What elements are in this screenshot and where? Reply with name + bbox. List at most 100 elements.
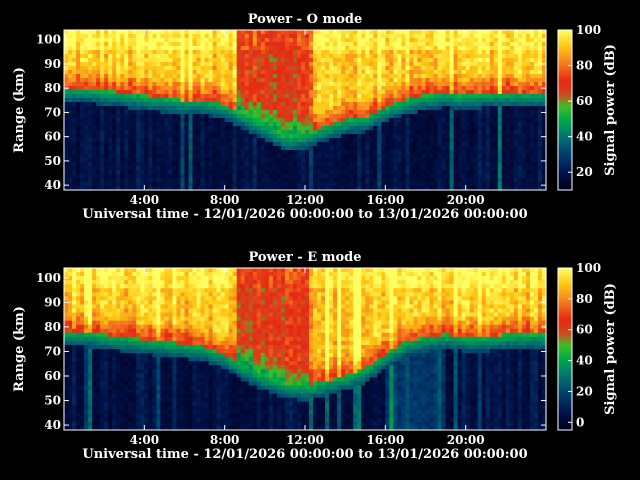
colorbar-segment: [558, 284, 572, 288]
colorbar-segment: [558, 80, 572, 84]
colorbar-tick-label: 80: [576, 59, 593, 73]
colorbar-segment: [558, 289, 572, 293]
colorbar-segment: [558, 300, 572, 304]
colorbar-segment: [558, 43, 572, 47]
colorbar-segment: [558, 411, 572, 415]
colorbar-segment: [558, 354, 572, 358]
heatmap-image: [64, 268, 547, 431]
colorbar-segment: [558, 128, 572, 132]
colorbar-segment: [558, 281, 572, 285]
colorbar-segment: [558, 389, 572, 393]
colorbar-segment: [558, 102, 572, 106]
colorbar-segment: [558, 147, 572, 151]
x-tick-label: 8:00: [210, 433, 239, 447]
colorbar-segment: [558, 386, 572, 391]
colorbar-segment: [558, 30, 572, 34]
colorbar-tick-label: 80: [576, 292, 593, 306]
x-tick-label: 12:00: [286, 433, 324, 447]
colorbar-segment: [558, 292, 572, 296]
colorbar-tick-label: 20: [576, 384, 593, 398]
colorbar-segment: [558, 416, 572, 420]
y-axis-label: Range (km): [12, 67, 27, 153]
y-tick-label: 70: [44, 105, 61, 119]
y-tick-label: 100: [36, 33, 61, 47]
colorbar-segment: [558, 166, 572, 170]
colorbar-segment: [558, 365, 572, 369]
colorbar-segment: [558, 171, 572, 175]
colorbar-segment: [558, 319, 572, 323]
panel-title: Power - E mode: [248, 250, 361, 265]
colorbar-segment: [558, 59, 572, 63]
colorbar-segment: [558, 40, 572, 44]
colorbar-segment: [558, 392, 572, 396]
colorbar-segment: [558, 48, 572, 52]
colorbar-segment: [558, 104, 572, 108]
colorbar-segment: [558, 384, 572, 388]
colorbar-segment: [558, 115, 572, 119]
colorbar-tick-label: 20: [576, 165, 593, 179]
colorbar-segment: [558, 327, 572, 331]
x-tick-label: 16:00: [366, 433, 404, 447]
colorbar-segment: [558, 273, 572, 277]
colorbar-segment: [558, 376, 572, 380]
colorbar-segment: [558, 338, 572, 342]
y-tick-label: 60: [44, 369, 61, 383]
colorbar-segment: [558, 168, 572, 172]
colorbar-segment: [558, 313, 572, 318]
colorbar-segment: [558, 123, 572, 127]
colorbar-label: Signal power (dB): [603, 283, 618, 415]
colorbar-segment: [558, 67, 572, 71]
colorbar-segment: [558, 72, 572, 76]
colorbar-segment: [558, 270, 572, 274]
colorbar-segment: [558, 427, 572, 431]
colorbar-segment: [558, 403, 572, 407]
x-tick-label: 4:00: [130, 433, 159, 447]
colorbar-segment: [558, 373, 572, 377]
colorbar-segment: [558, 38, 572, 42]
y-tick-label: 80: [44, 81, 61, 95]
colorbar-tick-label: 100: [576, 261, 601, 275]
panel-2: Power - E mode 40 50 60 70 80 90 100 4:00 8:00 12:…: [12, 250, 618, 462]
colorbar-segment: [558, 131, 572, 135]
colorbar-segment: [558, 83, 572, 87]
colorbar-segment: [558, 330, 572, 334]
colorbar-segment: [558, 32, 572, 36]
colorbar-segment: [558, 75, 572, 79]
colorbar-segment: [558, 413, 572, 418]
colorbar-segment: [558, 176, 572, 180]
colorbar-segment: [558, 370, 572, 374]
colorbar-segment: [558, 86, 572, 90]
colorbar-segment: [558, 424, 572, 428]
colorbar-segment: [558, 378, 572, 382]
colorbar-segment: [558, 340, 572, 345]
colorbar-segment: [558, 134, 572, 138]
colorbar-tick-label: 40: [576, 130, 593, 144]
colorbar-tick-label: 100: [576, 23, 601, 37]
y-tick-label: 60: [44, 130, 61, 144]
colorbar-segment: [558, 278, 572, 283]
colorbar-segment: [558, 322, 572, 326]
colorbar-segment: [558, 316, 572, 320]
colorbar-segment: [558, 126, 572, 130]
colorbar-segment: [558, 343, 572, 347]
colorbar-segment: [558, 158, 572, 162]
y-tick-label: 90: [44, 295, 61, 309]
colorbar-segment: [558, 174, 572, 178]
colorbar-segment: [558, 56, 572, 60]
colorbar-segment: [558, 112, 572, 116]
colorbar-segment: [558, 268, 572, 272]
panel-title: Power - O mode: [248, 12, 363, 27]
y-tick-label: 40: [44, 178, 61, 192]
colorbar-segment: [558, 139, 572, 143]
colorbar-segment: [558, 64, 572, 68]
colorbar-segment: [558, 346, 572, 350]
colorbar-segment: [558, 96, 572, 100]
colorbar-segment: [558, 305, 572, 310]
colorbar-segment: [558, 150, 572, 154]
x-tick-label: 8:00: [210, 193, 239, 207]
colorbar-segment: [558, 286, 572, 291]
x-tick-label: 20:00: [447, 433, 485, 447]
colorbar-segment: [558, 155, 572, 159]
colorbar-segment: [558, 110, 572, 114]
